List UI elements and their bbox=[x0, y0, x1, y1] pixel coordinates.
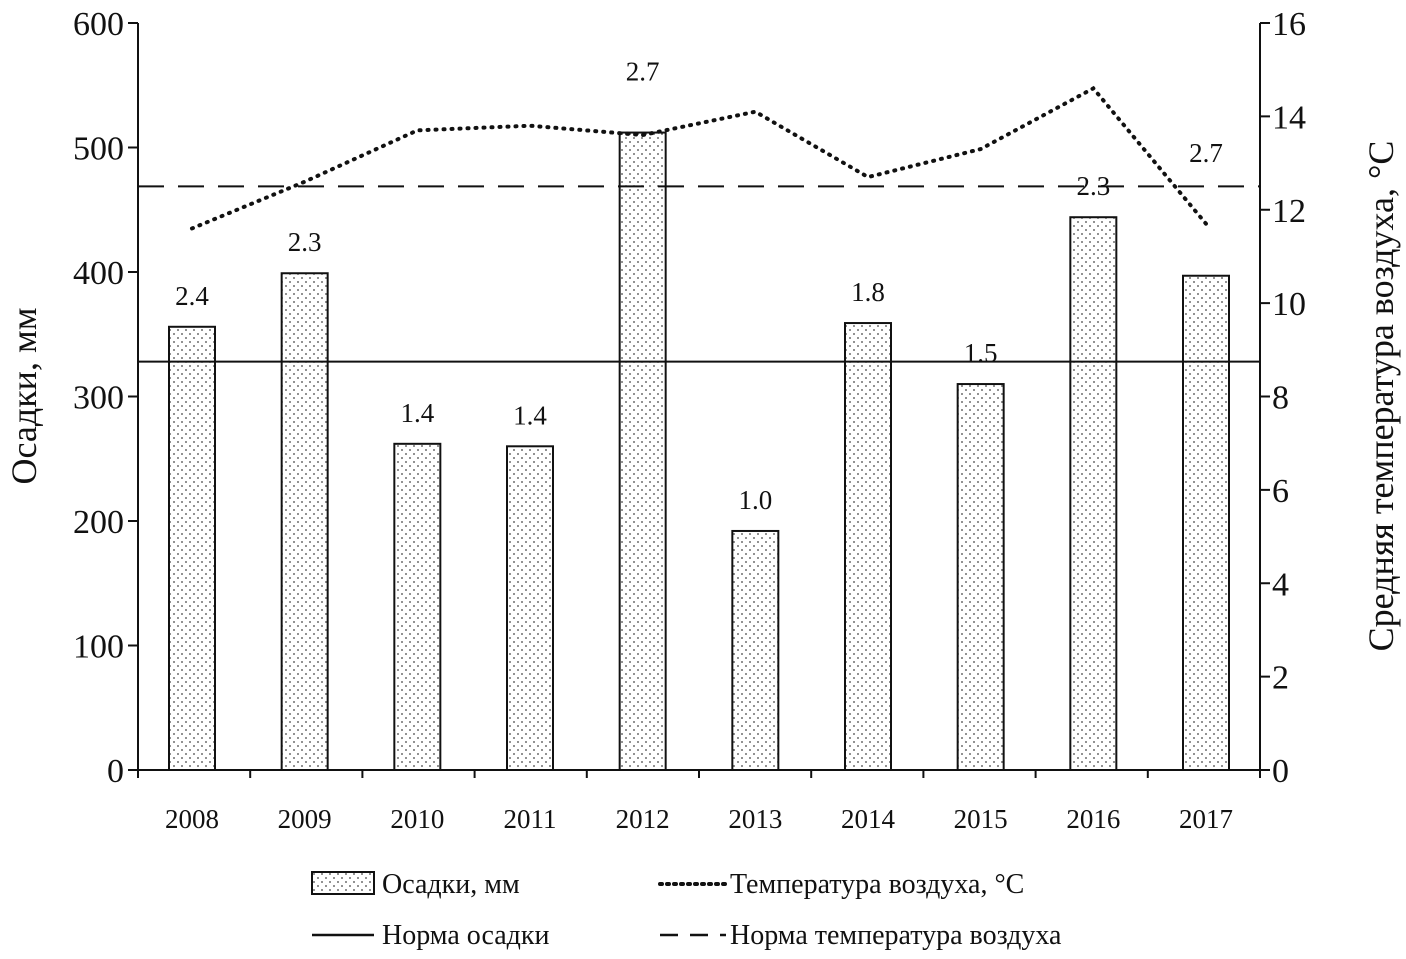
annotation-2015: 1.5 bbox=[964, 338, 998, 368]
legend-label-temp: Температура воздуха, °C bbox=[730, 869, 1024, 900]
x-tick-label: 2015 bbox=[954, 804, 1008, 834]
y2-tick-label: 16 bbox=[1272, 6, 1306, 43]
annotation-2016: 2.3 bbox=[1076, 171, 1110, 201]
annotation-2014: 1.8 bbox=[851, 277, 885, 307]
bar-2008 bbox=[169, 327, 215, 770]
y-axis-label: Осадки, мм bbox=[4, 307, 44, 484]
y2-tick-label: 14 bbox=[1272, 99, 1306, 136]
x-tick-label: 2013 bbox=[728, 804, 782, 834]
bar-2010 bbox=[394, 444, 440, 770]
annotation-2013: 1.0 bbox=[738, 485, 772, 515]
legend-swatch-bars bbox=[312, 872, 374, 894]
bar-2017 bbox=[1183, 276, 1229, 770]
temperature-line bbox=[192, 88, 1206, 228]
annotation-2017: 2.7 bbox=[1189, 138, 1223, 168]
y-tick-label: 500 bbox=[73, 131, 124, 168]
y2-tick-label: 6 bbox=[1272, 473, 1289, 510]
annotation-2011: 1.4 bbox=[513, 400, 547, 430]
y-tick-label: 0 bbox=[107, 753, 124, 790]
legend-label-norm-temp: Норма температура воздуха bbox=[730, 920, 1062, 951]
bar-2016 bbox=[1070, 217, 1116, 770]
y2-tick-label: 8 bbox=[1272, 380, 1289, 417]
y2-tick-label: 12 bbox=[1272, 193, 1306, 230]
x-tick-label: 2014 bbox=[841, 804, 896, 834]
annotation-2008: 2.4 bbox=[175, 281, 209, 311]
legend: Осадки, мм Температура воздуха, °C Норма… bbox=[312, 869, 1062, 951]
y-tick-label: 600 bbox=[73, 6, 124, 43]
y2-tick-label: 0 bbox=[1272, 753, 1289, 790]
bar-2015 bbox=[958, 384, 1004, 770]
y2-tick-label: 4 bbox=[1272, 566, 1289, 603]
y2-tick-label: 2 bbox=[1272, 660, 1289, 697]
x-tick-label: 2008 bbox=[165, 804, 219, 834]
x-tick-label: 2012 bbox=[616, 804, 670, 834]
bar-2013 bbox=[732, 531, 778, 770]
bars bbox=[169, 133, 1229, 770]
bar-2014 bbox=[845, 323, 891, 770]
x-tick-label: 2011 bbox=[504, 804, 557, 834]
x-tick-label: 2017 bbox=[1179, 804, 1233, 834]
x-tick-label: 2009 bbox=[278, 804, 332, 834]
y-tick-label: 300 bbox=[73, 380, 124, 417]
x-tick-label: 2010 bbox=[390, 804, 444, 834]
bar-2012 bbox=[620, 133, 666, 770]
legend-label-bars: Осадки, мм bbox=[382, 869, 520, 900]
y-tick-label: 400 bbox=[73, 255, 124, 292]
y-tick-label: 100 bbox=[73, 629, 124, 666]
y-tick-label: 200 bbox=[73, 504, 124, 541]
bar-2011 bbox=[507, 446, 553, 770]
annotation-2010: 1.4 bbox=[400, 398, 434, 428]
annotation-2012: 2.7 bbox=[626, 57, 660, 87]
axes: 0 100 200 300 400 500 600 0 2 4 6 8 10 12 14 16 2008 2009… bbox=[73, 6, 1306, 834]
legend-label-norm-precip: Норма осадки bbox=[382, 920, 549, 951]
y2-axis-label: Средняя температура воздуха, °C bbox=[1361, 141, 1401, 652]
bar-2009 bbox=[282, 273, 328, 770]
y2-tick-label: 10 bbox=[1272, 286, 1306, 323]
annotation-2009: 2.3 bbox=[288, 227, 322, 257]
x-tick-label: 2016 bbox=[1066, 804, 1120, 834]
